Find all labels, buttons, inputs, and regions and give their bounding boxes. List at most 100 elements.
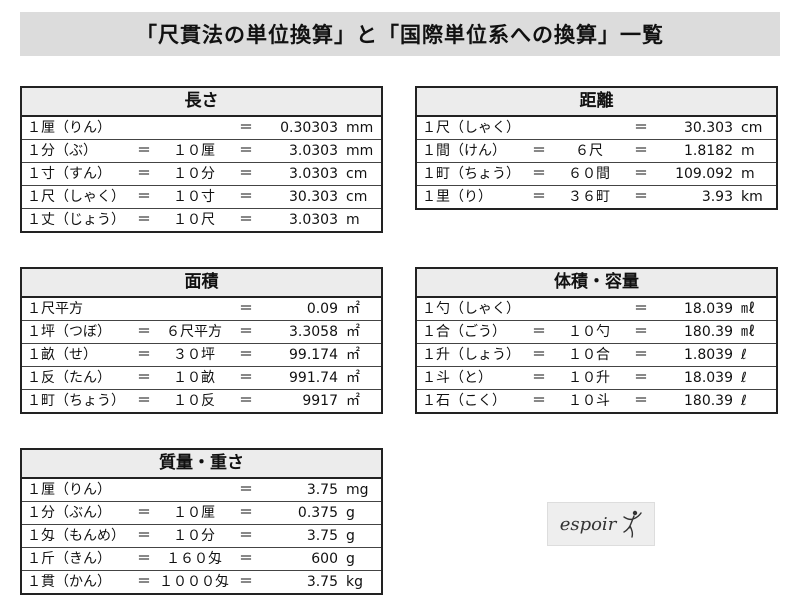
metric-value: 3.75 — [306, 482, 338, 498]
length-table-heading: 長さ — [22, 88, 381, 117]
unit-name: １畝（せ） — [27, 347, 97, 363]
area-row: １反（たん） ＝ １０畝 ＝ 991.74 ㎡ — [22, 367, 381, 390]
metric-value: 1.8039 — [684, 347, 733, 363]
equals-sign: ＝ — [137, 324, 151, 340]
relation-value: ３０坪 — [173, 347, 215, 363]
relation-value: １０升 — [568, 370, 610, 386]
metric-value: 3.75 — [306, 528, 338, 544]
length-table: 長さ １厘（りん） ＝ 0.30303 mm １分（ぶ） ＝ １０厘 ＝ 3.0303 mm １寸（… — [20, 86, 383, 233]
relation-value: １０寸 — [173, 189, 215, 205]
length-row: １丈（じょう） ＝ １０尺 ＝ 3.0303 m — [22, 209, 381, 231]
unit-name: １寸（すん） — [27, 166, 111, 182]
metric-unit: km — [741, 189, 763, 205]
mass-row: １斤（きん） ＝ １６０匁 ＝ 600 g — [22, 548, 381, 571]
metric-value: 3.75 — [306, 574, 338, 590]
area-row: １町（ちょう） ＝ １０反 ＝ 9917 ㎡ — [22, 390, 381, 412]
unit-name: １尺（しゃく） — [27, 189, 125, 205]
metric-value: 3.0303 — [289, 166, 338, 182]
metric-unit: mm — [346, 120, 374, 136]
unit-name: １反（たん） — [27, 370, 111, 386]
relation-value: １０合 — [568, 347, 610, 363]
equals-sign: ＝ — [532, 370, 546, 386]
relation-value: １０畝 — [173, 370, 215, 386]
metric-unit: ㎡ — [346, 347, 360, 363]
metric-value: 991.74 — [289, 370, 338, 386]
metric-unit: cm — [346, 189, 368, 205]
distance-row: １尺（しゃく） ＝ 30.303 cm — [417, 117, 776, 140]
page-title-banner: 「尺貫法の単位換算」と「国際単位系への換算」一覧 — [20, 12, 780, 56]
metric-value: 3.0303 — [289, 143, 338, 159]
relation-value: １０００匁 — [159, 574, 229, 590]
volume-row: １石（こく） ＝ １０斗 ＝ 180.39 ℓ — [417, 390, 776, 412]
relation-value: １０斗 — [568, 393, 610, 409]
equals-sign: ＝ — [239, 370, 253, 386]
equals-sign: ＝ — [239, 189, 253, 205]
unit-name: １丈（じょう） — [27, 212, 125, 228]
relation-value: １０分 — [173, 166, 215, 182]
metric-value: 0.09 — [306, 301, 338, 317]
unit-name: １町（ちょう） — [27, 393, 125, 409]
metric-unit: ㎡ — [346, 324, 360, 340]
unit-name: １貫（かん） — [27, 574, 111, 590]
equals-sign: ＝ — [239, 166, 253, 182]
mass-row: １分（ぶん） ＝ １０厘 ＝ 0.375 g — [22, 502, 381, 525]
metric-unit: ℓ — [741, 393, 747, 409]
metric-value: 3.3058 — [289, 324, 338, 340]
volume-table: 体積・容量 １勺（しゃく）＝ 18.039 ㎖ １合（ごう）＝ １０勺＝ 180.39 ㎖ １… — [415, 267, 778, 414]
distance-table-rows: １尺（しゃく）＝ 30.303 cm １間（けん）＝ ６尺＝ 1.8182 m １町（ちょう）… — [417, 117, 776, 208]
volume-table-heading: 体積・容量 — [417, 269, 776, 298]
mass-row: １貫（かん） ＝ １０００匁 ＝ 3.75 kg — [22, 571, 381, 593]
unit-name: １分（ぶ） — [27, 143, 97, 159]
unit-name: １斗（と） — [422, 370, 492, 386]
metric-unit: ㎖ — [741, 301, 755, 317]
equals-sign: ＝ — [634, 189, 648, 205]
relation-value: １０厘 — [173, 143, 215, 159]
equals-sign: ＝ — [532, 347, 546, 363]
volume-row: １勺（しゃく） ＝ 18.039 ㎖ — [417, 298, 776, 321]
distance-table-heading: 距離 — [417, 88, 776, 117]
relation-value: １０尺 — [173, 212, 215, 228]
equals-sign: ＝ — [239, 347, 253, 363]
dancer-figure-icon — [623, 510, 643, 538]
area-row: １尺平方 ＝ 0.09 ㎡ — [22, 298, 381, 321]
metric-value: 99.174 — [289, 347, 338, 363]
mass-row: １厘（りん） ＝ 3.75 mg — [22, 479, 381, 502]
metric-unit: ㎡ — [346, 370, 360, 386]
length-row: １分（ぶ） ＝ １０厘 ＝ 3.0303 mm — [22, 140, 381, 163]
equals-sign: ＝ — [239, 574, 253, 590]
equals-sign: ＝ — [239, 482, 253, 498]
metric-unit: ㎡ — [346, 393, 360, 409]
equals-sign: ＝ — [137, 393, 151, 409]
volume-table-rows: １勺（しゃく） ＝ 18.039 ㎖ １合（ごう） ＝ １０勺 ＝ 180.39 ㎖ １升（しょう）… — [417, 298, 776, 412]
metric-unit: g — [346, 551, 355, 567]
equals-sign: ＝ — [239, 505, 253, 521]
equals-sign: ＝ — [239, 212, 253, 228]
metric-value: 30.303 — [289, 189, 338, 205]
unit-name: １尺（しゃく） — [422, 120, 520, 136]
unit-name: １升（しょう） — [422, 347, 520, 363]
equals-sign: ＝ — [137, 166, 151, 182]
unit-name: １斤（きん） — [27, 551, 111, 567]
equals-sign: ＝ — [239, 393, 253, 409]
metric-value: 3.0303 — [289, 212, 338, 228]
espoir-logo: espoir — [547, 502, 655, 546]
relation-value: ６尺 — [575, 143, 603, 159]
unit-name: １間（けん） — [422, 143, 506, 159]
equals-sign: ＝ — [239, 301, 253, 317]
mass-table-rows: １厘（りん） ＝ 3.75 mg １分（ぶん） ＝ １０厘 ＝ 0.375 g １匁（もんめ） ＝ １０… — [22, 479, 381, 593]
relation-value: １０勺 — [568, 324, 610, 340]
metric-unit: g — [346, 505, 355, 521]
equals-sign: ＝ — [634, 143, 648, 159]
equals-sign: ＝ — [137, 189, 151, 205]
equals-sign: ＝ — [634, 347, 648, 363]
area-table-rows: １尺平方 ＝ 0.09 ㎡ １坪（つぼ） ＝ ６尺平方 ＝ 3.3058 ㎡ １畝（せ） ＝ ３０坪 ＝ 9… — [22, 298, 381, 412]
unit-name: １石（こく） — [422, 393, 506, 409]
equals-sign: ＝ — [532, 324, 546, 340]
length-row: １寸（すん） ＝ １０分 ＝ 3.0303 cm — [22, 163, 381, 186]
unit-name: １厘（りん） — [27, 120, 111, 136]
area-row: １畝（せ） ＝ ３０坪 ＝ 99.174 ㎡ — [22, 344, 381, 367]
metric-value: 0.375 — [297, 505, 338, 521]
metric-unit: mg — [346, 482, 369, 498]
distance-row: １里（り） ＝ ３６町 ＝ 3.93 km — [417, 186, 776, 208]
metric-value: 0.30303 — [280, 120, 338, 136]
